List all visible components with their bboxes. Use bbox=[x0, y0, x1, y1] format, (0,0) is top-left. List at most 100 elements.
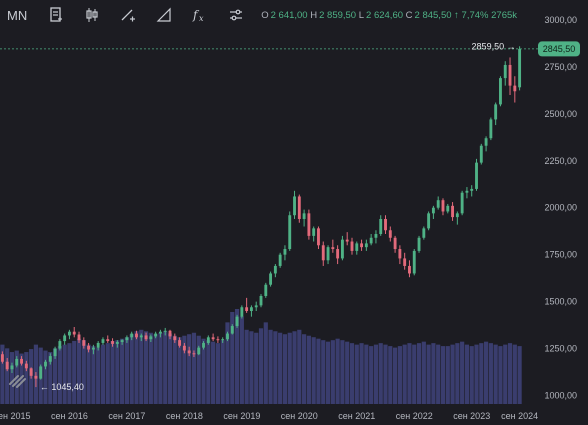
candlestick-icon[interactable] bbox=[79, 3, 105, 27]
candle bbox=[326, 245, 330, 265]
y-tick-label: 1500,00 bbox=[544, 297, 577, 307]
svg-text:x: x bbox=[199, 14, 204, 23]
settings-sliders-icon[interactable] bbox=[223, 3, 249, 27]
volume-bar bbox=[110, 340, 115, 404]
volume-bar bbox=[431, 343, 436, 404]
candle bbox=[297, 194, 301, 223]
volume-bar bbox=[378, 343, 383, 404]
volume-bar bbox=[364, 344, 369, 404]
candle bbox=[360, 239, 364, 251]
candle bbox=[417, 235, 421, 253]
volume-bar bbox=[325, 341, 331, 404]
volume-bar bbox=[206, 340, 211, 404]
volume-bar bbox=[507, 343, 513, 404]
volume-bar bbox=[345, 341, 350, 404]
candle bbox=[125, 335, 129, 343]
volume-bar bbox=[115, 340, 120, 404]
volume-bar bbox=[436, 344, 441, 404]
volume-bar bbox=[148, 332, 153, 404]
y-tick-label: 2250,00 bbox=[544, 156, 577, 166]
candle bbox=[111, 338, 114, 347]
volume-bar bbox=[421, 341, 426, 404]
candle bbox=[441, 198, 445, 216]
volume-bar bbox=[503, 344, 508, 404]
candle bbox=[278, 252, 282, 268]
candle bbox=[518, 46, 522, 91]
candle bbox=[350, 237, 354, 255]
candle bbox=[489, 117, 493, 141]
candle bbox=[216, 336, 220, 343]
candle bbox=[87, 342, 91, 353]
volume-bar bbox=[143, 331, 149, 404]
candle bbox=[29, 367, 33, 379]
volume-bar bbox=[120, 338, 125, 404]
candle bbox=[254, 301, 258, 312]
volume-bar bbox=[167, 333, 173, 404]
volume-bar bbox=[335, 338, 340, 404]
candle bbox=[106, 335, 110, 343]
volume-bar bbox=[129, 334, 134, 404]
symbol-label[interactable]: MN bbox=[7, 7, 28, 23]
volume-bar bbox=[215, 343, 220, 404]
candle bbox=[149, 334, 153, 343]
volume-bar bbox=[234, 309, 240, 404]
ruler-icon[interactable] bbox=[151, 3, 177, 27]
volume-bar bbox=[512, 344, 517, 404]
candle bbox=[63, 333, 67, 345]
volume-bar bbox=[388, 346, 393, 404]
volume-bar bbox=[498, 346, 503, 404]
volume-bar bbox=[57, 346, 62, 404]
volume-bar bbox=[139, 329, 144, 404]
candle bbox=[58, 339, 62, 351]
volume-bar bbox=[76, 338, 82, 404]
close-label: C bbox=[405, 9, 413, 21]
candle bbox=[15, 356, 19, 368]
volume-bar bbox=[239, 316, 244, 404]
volume-bar bbox=[196, 335, 201, 404]
volume-bar bbox=[153, 334, 158, 404]
candle bbox=[144, 332, 148, 342]
y-axis: 1000,00 1250,00 1500,00 1750,00 2000,00 2250,… bbox=[544, 15, 577, 401]
candle bbox=[91, 344, 95, 355]
volume-bar bbox=[172, 335, 177, 404]
volume-bar bbox=[254, 332, 259, 404]
y-tick-label: 2000,00 bbox=[544, 203, 577, 213]
document-icon[interactable] bbox=[43, 3, 69, 27]
volume-bar bbox=[220, 340, 225, 404]
volume-bar bbox=[187, 334, 192, 404]
candle bbox=[130, 331, 134, 341]
volume-bar bbox=[24, 352, 29, 404]
volume-bar bbox=[479, 343, 484, 404]
candle bbox=[465, 187, 469, 199]
candle bbox=[331, 239, 335, 253]
volume-bar bbox=[230, 311, 235, 404]
volume-bar bbox=[383, 344, 388, 404]
candle bbox=[5, 357, 9, 372]
volume-bar bbox=[62, 344, 67, 404]
candle bbox=[264, 282, 268, 298]
candle bbox=[135, 330, 138, 340]
draw-line-icon[interactable] bbox=[115, 3, 141, 27]
candle bbox=[499, 76, 502, 107]
volume-bar bbox=[268, 329, 273, 404]
candle bbox=[96, 341, 100, 351]
x-tick-label: сен 2024 bbox=[501, 411, 538, 421]
volume-bar bbox=[292, 331, 297, 404]
candle bbox=[431, 205, 435, 219]
volume-bar bbox=[445, 346, 450, 404]
candle bbox=[221, 337, 225, 343]
candle bbox=[451, 202, 454, 221]
x-tick-label: сен 2018 bbox=[166, 411, 203, 421]
candle bbox=[226, 331, 229, 342]
volume-bar bbox=[407, 343, 412, 404]
x-tick-label: сен 2020 bbox=[281, 411, 318, 421]
candle bbox=[139, 333, 143, 342]
candle bbox=[273, 264, 277, 278]
candle bbox=[393, 235, 397, 253]
candle bbox=[187, 346, 191, 357]
candle bbox=[44, 359, 47, 370]
volume-bar bbox=[43, 350, 48, 404]
